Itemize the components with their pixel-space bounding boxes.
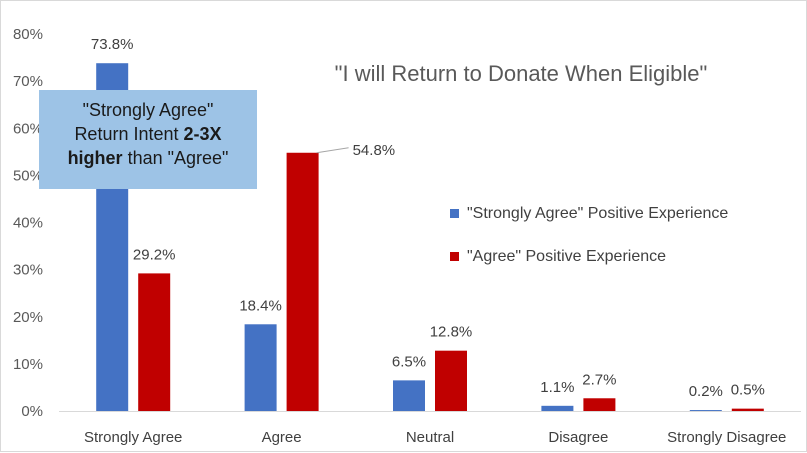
y-tick-label: 20% (13, 309, 43, 326)
bar-agree (583, 398, 616, 411)
bar-strongly-agree (689, 410, 722, 411)
axis-layer: 0% 10% 20% 30% 40% 50% 60% 70% 80% Strongly Agree… (13, 26, 801, 446)
callout-line-3-bold: higher (67, 148, 123, 168)
callout-line-2: Return Intent 2-3X (49, 122, 247, 146)
callout-box: "Strongly Agree" Return Intent 2-3X high… (39, 90, 257, 189)
y-tick-label: 0% (21, 403, 43, 420)
data-label: 1.1% (540, 379, 574, 396)
data-label: 54.8% (353, 142, 396, 159)
bar-strongly-agree (244, 324, 277, 411)
category-label: Disagree (548, 429, 608, 446)
data-label: 0.5% (731, 382, 765, 399)
legend-swatch (450, 209, 459, 218)
category-label: Strongly Disagree (667, 429, 786, 446)
data-label: 12.8% (430, 324, 473, 341)
data-label: 2.7% (582, 371, 616, 388)
callout-line-2-bold: 2-3X (183, 124, 222, 144)
category-label: Neutral (406, 429, 454, 446)
chart-title: "I will Return to Donate When Eligible" (335, 61, 708, 86)
data-label: 29.2% (133, 246, 176, 263)
bar-strongly-agree (393, 380, 425, 411)
y-tick-label: 30% (13, 262, 43, 279)
callout-line-3: higher than "Agree" (49, 146, 247, 170)
legend-label: "Agree" Positive Experience (467, 248, 666, 265)
data-label: 73.8% (91, 36, 134, 53)
y-tick-label: 70% (13, 73, 43, 90)
bar-agree (435, 350, 467, 411)
y-tick-label: 80% (13, 26, 43, 43)
bar-agree (731, 408, 764, 411)
callout-line-3-text: than "Agree" (122, 148, 229, 168)
callout-line-1: "Strongly Agree" (82, 100, 214, 120)
data-label: 0.2% (689, 383, 723, 400)
bar-strongly-agree (541, 405, 574, 411)
bar-agree (138, 273, 171, 411)
y-tick-label: 50% (13, 167, 43, 184)
category-label: Strongly Agree (84, 429, 182, 446)
data-label: 18.4% (239, 297, 282, 314)
y-tick-label: 10% (13, 356, 43, 373)
legend: "Strongly Agree" Positive Experience "Agr… (450, 205, 728, 265)
data-label: 6.5% (392, 353, 426, 370)
callout-line-2-text: Return Intent (74, 124, 184, 144)
category-label: Agree (262, 429, 302, 446)
y-tick-label: 40% (13, 215, 43, 232)
data-label-leader-line (316, 147, 349, 154)
bar-agree (286, 152, 319, 411)
legend-label: "Strongly Agree" Positive Experience (467, 205, 728, 222)
y-tick-label: 60% (13, 120, 43, 137)
legend-swatch (450, 252, 459, 261)
data-labels-layer: 73.8% 18.4% 6.5% 1.1% 0.2% 29.2% 54.8% 12.8% 2.7… (91, 36, 765, 400)
